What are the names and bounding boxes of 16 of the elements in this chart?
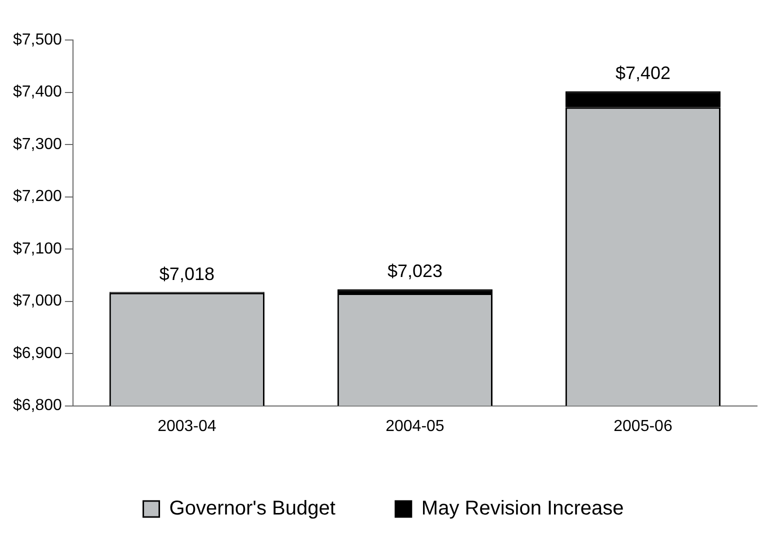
y-tick-label: $6,800 [13,397,62,414]
total-label: $7,402 [615,63,671,84]
x-tick-label: 2005-06 [614,418,672,435]
legend-label: Governor's Budget [169,498,336,520]
y-tick-label: $7,500 [13,31,62,48]
total-label: $7,018 [159,264,214,284]
total-label: $7,023 [387,261,442,282]
x-tick-label: 2003-04 [158,418,216,435]
x-tick-label: 2004-05 [386,418,444,435]
y-tick-label: $7,400 [13,84,62,101]
y-tick-label: $7,100 [13,240,62,258]
y-tick-label: $7,300 [13,136,62,153]
legend-label: May Revision Increase [421,498,624,520]
y-tick-label: $6,900 [13,344,62,362]
y-tick-label: $7,200 [13,188,62,206]
y-tick-label: $7,000 [13,292,62,310]
